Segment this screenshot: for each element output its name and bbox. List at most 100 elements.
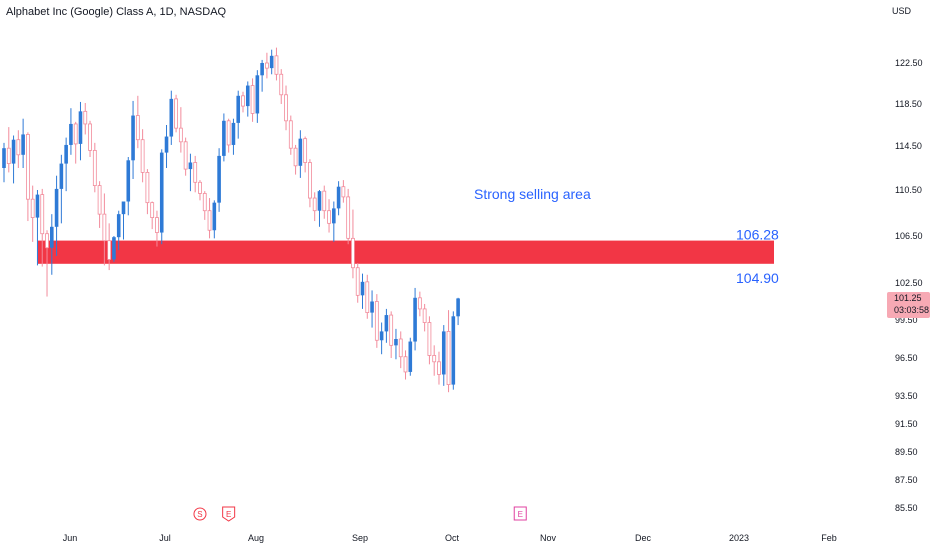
x-tick-label: Dec <box>635 533 652 543</box>
candle-body <box>403 356 408 373</box>
y-tick-label: 85.50 <box>895 503 918 513</box>
candle-body <box>35 194 40 218</box>
candle-body <box>64 144 68 164</box>
candle-body <box>207 210 212 231</box>
x-tick-label: Nov <box>540 533 557 543</box>
candle-body <box>231 122 236 145</box>
candle-body <box>222 120 226 156</box>
candle-body <box>159 152 164 233</box>
resistance-zone[interactable] <box>38 240 774 264</box>
candle-body <box>336 186 341 209</box>
candle-body <box>264 62 269 69</box>
candle-body <box>73 123 78 145</box>
currency-label: USD <box>892 6 912 16</box>
x-tick-label: 2023 <box>729 533 749 543</box>
candle-body <box>394 339 398 346</box>
candle-body <box>25 134 30 200</box>
candle-body <box>389 314 394 346</box>
candle-body <box>293 147 298 167</box>
upcoming-earnings-marker[interactable] <box>513 506 527 521</box>
candle-body <box>456 298 460 317</box>
candle-body <box>245 85 250 107</box>
candle-body <box>327 210 331 224</box>
x-tick-label: Aug <box>248 533 264 543</box>
bar-countdown: 03:03:58 <box>894 305 930 315</box>
candle-body <box>317 191 322 211</box>
candle-body <box>346 196 351 239</box>
candle-body <box>83 110 88 125</box>
candle-body <box>140 139 145 173</box>
candle-body <box>226 120 231 146</box>
candle-body <box>432 355 437 363</box>
event-marker-label: E <box>518 510 523 519</box>
candle-body <box>374 301 379 341</box>
candle-body <box>284 94 288 122</box>
candle-body <box>298 138 303 166</box>
x-tick-label: Sep <box>352 533 368 543</box>
candle-body <box>50 226 54 248</box>
candle-body <box>131 115 135 161</box>
candle-body <box>255 75 260 114</box>
candle-body <box>174 98 178 129</box>
candle-body <box>274 55 279 75</box>
candle-body <box>355 267 360 296</box>
candle-body <box>341 186 346 198</box>
event-marker-label: E <box>226 510 231 519</box>
x-tick-label: Jun <box>63 533 78 543</box>
earnings-event-marker[interactable] <box>222 506 236 522</box>
candle-body <box>413 297 417 342</box>
candle-body <box>212 202 217 231</box>
event-marker-label: S <box>197 510 202 519</box>
candle-body <box>441 331 446 375</box>
candle-body <box>351 237 355 269</box>
candle-body <box>360 281 365 296</box>
candle-body <box>417 297 422 310</box>
candle-body <box>202 193 207 212</box>
candle-body <box>88 123 92 151</box>
y-tick-label: 91.50 <box>895 419 918 429</box>
candle-body <box>303 138 308 163</box>
y-tick-label: 99.50 <box>895 315 918 325</box>
candle-body <box>370 301 374 313</box>
zone-bottom-label: 104.90 <box>736 270 779 286</box>
candle-body <box>446 330 451 385</box>
y-tick-label: 87.50 <box>895 475 918 485</box>
candle-body <box>102 213 107 242</box>
candle-body <box>308 162 312 199</box>
y-tick-label: 96.50 <box>895 353 918 363</box>
candle-body <box>250 85 255 114</box>
split-event-marker[interactable] <box>193 507 207 521</box>
candle-body <box>2 148 6 168</box>
candle-body <box>169 98 174 137</box>
candle-body <box>164 136 169 153</box>
candle-body <box>312 197 317 212</box>
candle-body <box>322 190 327 212</box>
candle-body <box>236 95 241 123</box>
candle-body <box>116 214 121 238</box>
candle-body <box>427 322 432 356</box>
candle-body <box>183 141 188 170</box>
candle-body <box>6 147 11 164</box>
candle-body <box>365 281 370 314</box>
candle-body <box>288 120 293 149</box>
y-tick-label: 114.50 <box>895 141 922 151</box>
last-price-value: 101.25 <box>894 293 922 303</box>
symbol-title: Alphabet Inc (Google) Class A, 1D, NASDA… <box>6 6 227 18</box>
candle-body <box>107 240 112 260</box>
candle-body <box>178 127 183 143</box>
candle-body <box>451 316 456 385</box>
y-tick-label: 118.50 <box>895 99 922 109</box>
candle-body <box>198 181 202 194</box>
candle-body <box>69 123 73 145</box>
candle-body <box>45 233 49 249</box>
candle-body <box>59 163 64 189</box>
candle-body <box>379 331 384 341</box>
candle-body <box>145 171 150 204</box>
candle-body <box>11 139 16 164</box>
candle-body <box>78 111 83 144</box>
candle-body <box>135 115 140 141</box>
candle-body <box>241 95 245 107</box>
candle-body <box>384 315 389 332</box>
